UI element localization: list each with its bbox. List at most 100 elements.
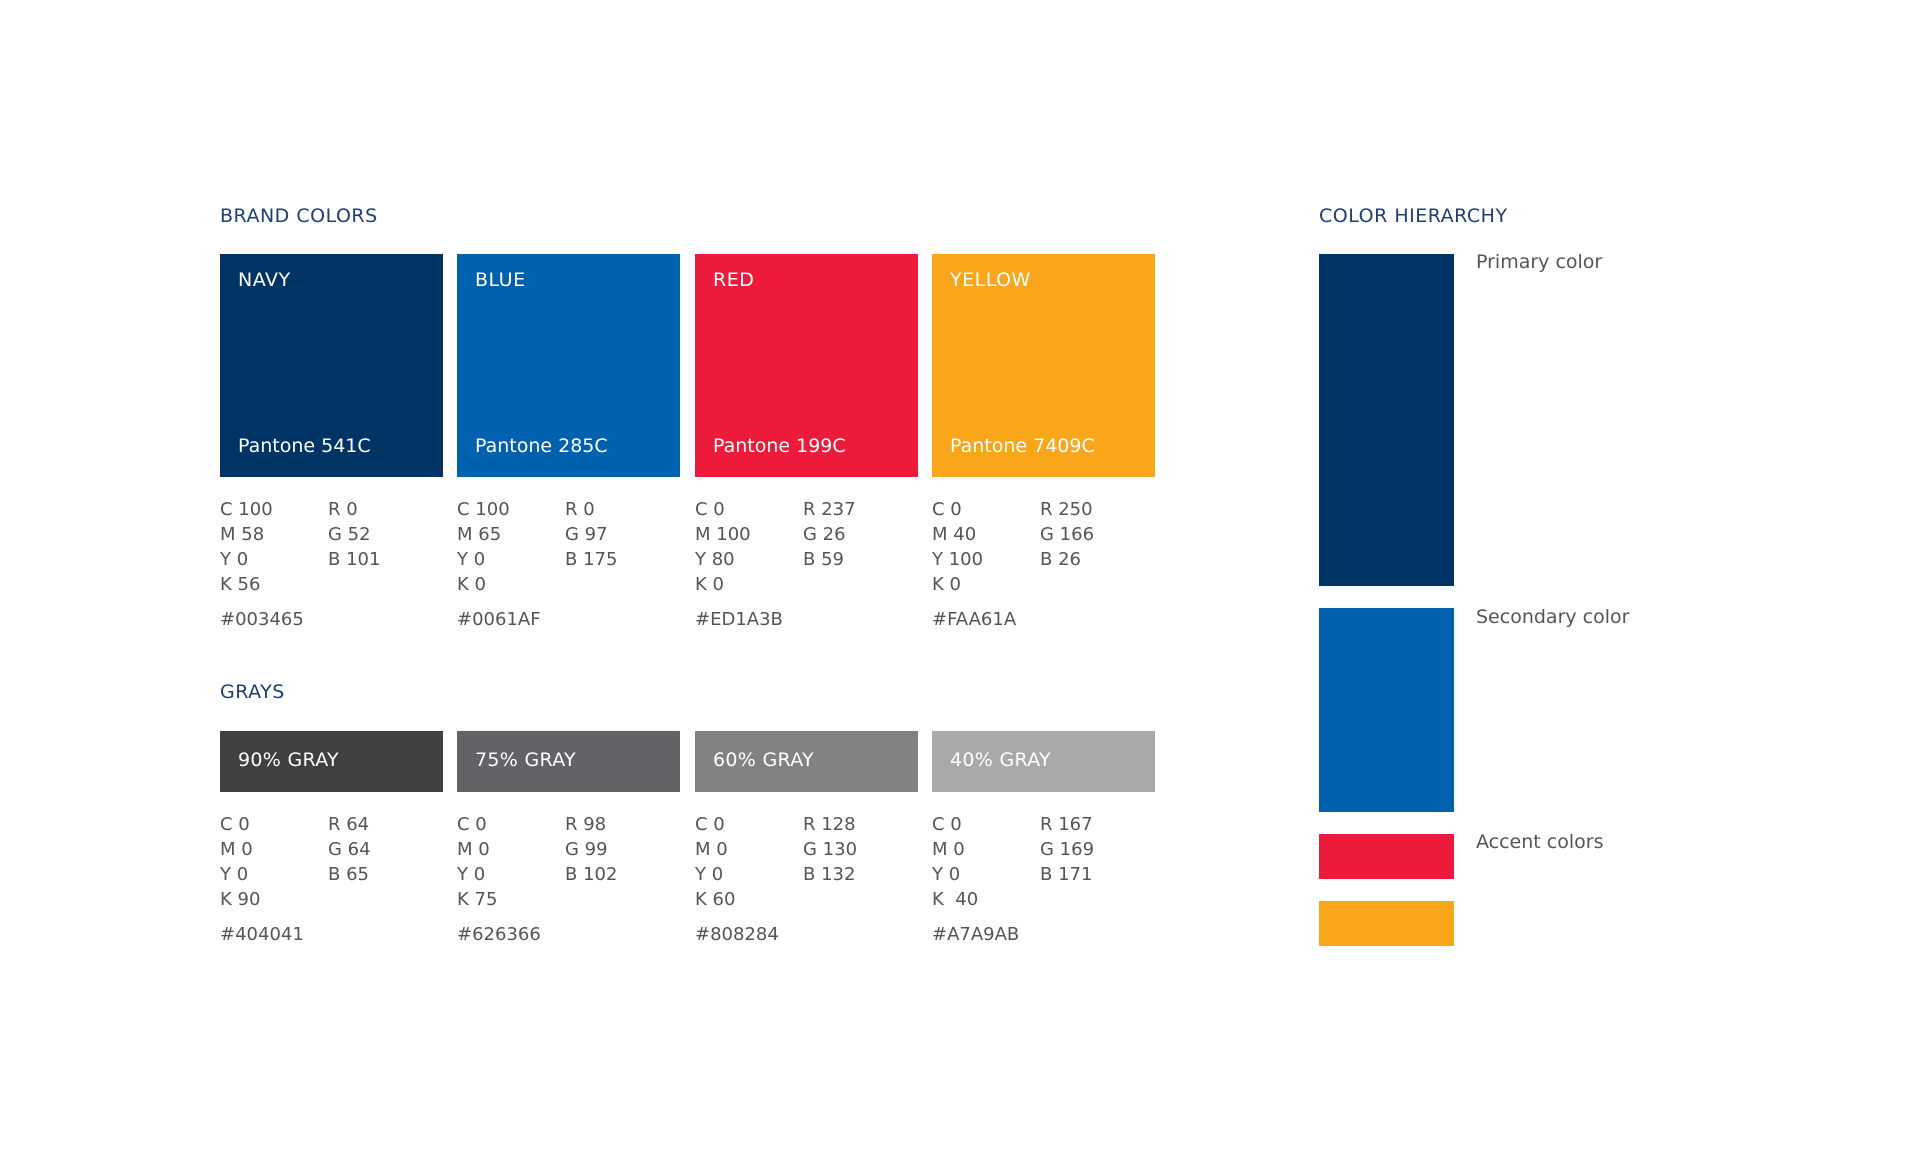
rgb-g: G 52 [328, 524, 371, 545]
cmyk-values: C 100 M 58 Y 0 K 56 [220, 497, 273, 597]
rgb-g: G 169 [1040, 839, 1095, 860]
swatch-pantone: Pantone 541C [238, 435, 371, 457]
red-hex: #ED1A3B [695, 609, 783, 630]
rgb-g: G 26 [803, 524, 846, 545]
swatch-gray-40: 40% GRAY [932, 731, 1155, 792]
rgb-values: R 64 G 64 B 65 [328, 812, 371, 887]
cmyk-y: Y 0 [695, 864, 724, 885]
swatch-red: RED Pantone 199C [695, 254, 918, 477]
cmyk-y: Y 80 [695, 549, 735, 570]
cmyk-m: M 0 [932, 839, 965, 860]
navy-hex: #003465 [220, 609, 304, 630]
cmyk-k: K 40 [932, 889, 979, 910]
rgb-g: G 166 [1040, 524, 1095, 545]
rgb-values: R 167 G 169 B 171 [1040, 812, 1094, 887]
cmyk-y: Y 0 [220, 549, 249, 570]
swatch-name: 75% GRAY [475, 749, 576, 771]
gray-40-hex: #A7A9AB [932, 924, 1020, 945]
gray-75-hex: #626366 [457, 924, 541, 945]
cmyk-c: C 0 [695, 814, 725, 835]
yellow-hex: #FAA61A [932, 609, 1017, 630]
rgb-r: R 250 [1040, 499, 1093, 520]
swatch-gray-90: 90% GRAY [220, 731, 443, 792]
hierarchy-primary-block [1319, 254, 1454, 586]
swatch-pantone: Pantone 285C [475, 435, 608, 457]
rgb-b: B 59 [803, 549, 844, 570]
cmyk-y: Y 0 [220, 864, 249, 885]
swatch-blue: BLUE Pantone 285C [457, 254, 680, 477]
cmyk-y: Y 100 [932, 549, 984, 570]
rgb-r: R 128 [803, 814, 856, 835]
cmyk-k: K 0 [457, 574, 486, 595]
rgb-b: B 171 [1040, 864, 1093, 885]
cmyk-m: M 40 [932, 524, 977, 545]
cmyk-values: C 0 M 100 Y 80 K 0 [695, 497, 751, 597]
rgb-g: G 64 [328, 839, 371, 860]
swatch-name: RED [713, 269, 755, 291]
hierarchy-accent-red-block [1319, 834, 1454, 879]
rgb-values: R 128 G 130 B 132 [803, 812, 857, 887]
rgb-r: R 167 [1040, 814, 1093, 835]
rgb-values: R 0 G 52 B 101 [328, 497, 380, 572]
rgb-b: B 175 [565, 549, 618, 570]
cmyk-k: K 75 [457, 889, 498, 910]
swatch-name: 90% GRAY [238, 749, 339, 771]
brand-colors-heading: BRAND COLORS [220, 205, 378, 227]
cmyk-c: C 100 [457, 499, 510, 520]
swatch-name: BLUE [475, 269, 526, 291]
rgb-g: G 130 [803, 839, 858, 860]
rgb-b: B 102 [565, 864, 618, 885]
cmyk-k: K 0 [695, 574, 724, 595]
grays-heading: GRAYS [220, 681, 285, 703]
cmyk-y: Y 0 [457, 549, 486, 570]
swatch-pantone: Pantone 199C [713, 435, 846, 457]
cmyk-values: C 0 M 0 Y 0 K 90 [220, 812, 260, 912]
cmyk-m: M 58 [220, 524, 265, 545]
cmyk-values: C 100 M 65 Y 0 K 0 [457, 497, 510, 597]
cmyk-y: Y 0 [457, 864, 486, 885]
hierarchy-accent-label: Accent colors [1476, 831, 1604, 853]
swatch-name: YELLOW [950, 269, 1031, 291]
rgb-b: B 132 [803, 864, 856, 885]
swatch-yellow: YELLOW Pantone 7409C [932, 254, 1155, 477]
swatch-gray-60: 60% GRAY [695, 731, 918, 792]
rgb-r: R 0 [328, 499, 358, 520]
blue-hex: #0061AF [457, 609, 541, 630]
cmyk-c: C 0 [695, 499, 725, 520]
cmyk-m: M 65 [457, 524, 502, 545]
rgb-r: R 98 [565, 814, 607, 835]
gray-60-hex: #808284 [695, 924, 779, 945]
swatch-name: 40% GRAY [950, 749, 1051, 771]
cmyk-y: Y 0 [932, 864, 961, 885]
swatch-pantone: Pantone 7409C [950, 435, 1095, 457]
swatch-gray-75: 75% GRAY [457, 731, 680, 792]
cmyk-k: K 90 [220, 889, 261, 910]
rgb-values: R 98 G 99 B 102 [565, 812, 617, 887]
gray-90-hex: #404041 [220, 924, 304, 945]
swatch-navy: NAVY Pantone 541C [220, 254, 443, 477]
cmyk-values: C 0 M 40 Y 100 K 0 [932, 497, 983, 597]
cmyk-m: M 0 [695, 839, 728, 860]
cmyk-c: C 0 [932, 499, 962, 520]
cmyk-k: K 60 [695, 889, 736, 910]
cmyk-c: C 100 [220, 499, 273, 520]
rgb-g: G 97 [565, 524, 608, 545]
rgb-values: R 0 G 97 B 175 [565, 497, 617, 572]
rgb-values: R 250 G 166 B 26 [1040, 497, 1094, 572]
rgb-values: R 237 G 26 B 59 [803, 497, 856, 572]
cmyk-k: K 0 [932, 574, 961, 595]
rgb-b: B 65 [328, 864, 369, 885]
hierarchy-accent-yellow-block [1319, 901, 1454, 946]
cmyk-c: C 0 [457, 814, 487, 835]
swatch-name: 60% GRAY [713, 749, 814, 771]
swatch-name: NAVY [238, 269, 291, 291]
cmyk-values: C 0 M 0 Y 0 K 75 [457, 812, 497, 912]
hierarchy-secondary-block [1319, 608, 1454, 812]
cmyk-values: C 0 M 0 Y 0 K 40 [932, 812, 978, 912]
cmyk-m: M 0 [220, 839, 253, 860]
rgb-b: B 26 [1040, 549, 1081, 570]
cmyk-values: C 0 M 0 Y 0 K 60 [695, 812, 735, 912]
cmyk-m: M 100 [695, 524, 751, 545]
cmyk-c: C 0 [932, 814, 962, 835]
rgb-b: B 101 [328, 549, 381, 570]
